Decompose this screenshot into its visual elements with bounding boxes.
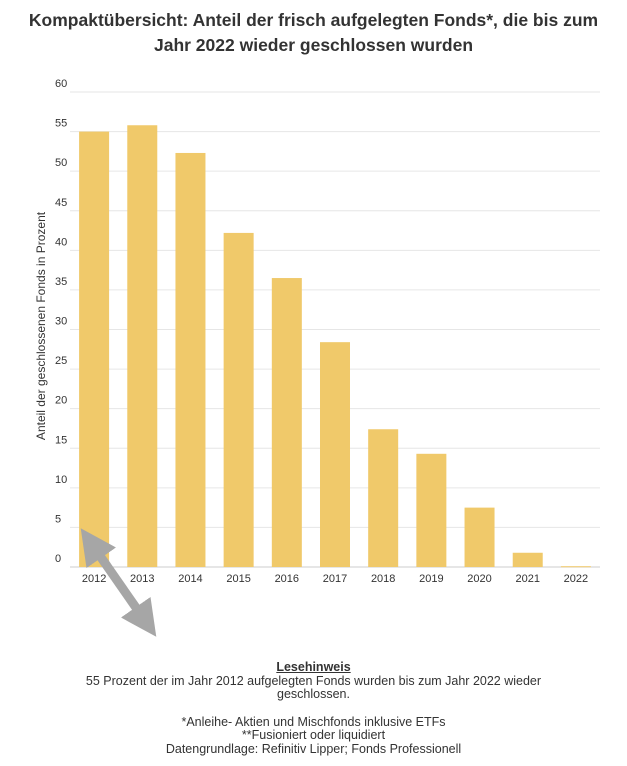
y-tick-label: 25 xyxy=(55,355,67,367)
chart-title: Kompaktübersicht: Anteil der frisch aufg… xyxy=(10,8,617,58)
y-tick-label: 40 xyxy=(55,236,67,248)
x-tick-label: 2013 xyxy=(130,573,154,585)
x-tick-label: 2016 xyxy=(275,573,299,585)
notes-footnote-1: *Anleihe- Aktien und Mischfonds inklusiv… xyxy=(181,714,446,729)
bar-2021 xyxy=(512,552,543,567)
y-tick-label: 20 xyxy=(55,395,67,407)
y-tick-label: 35 xyxy=(55,276,67,288)
notes-line-1: 55 Prozent der im Jahr 2012 aufgelegten … xyxy=(85,673,542,688)
x-tick-label: 2018 xyxy=(371,573,395,585)
x-tick-label: 2020 xyxy=(467,573,491,585)
y-tick-label: 60 xyxy=(55,78,67,90)
y-tick-label: 0 xyxy=(55,553,61,565)
reading-hint-arrow xyxy=(80,528,157,637)
bars xyxy=(79,125,591,568)
notes-line-2: geschlossen. xyxy=(277,687,350,701)
y-tick-label: 5 xyxy=(55,513,61,525)
bar-2013 xyxy=(127,125,158,567)
notes-heading: Lesehinweis xyxy=(276,660,351,674)
bar-2022 xyxy=(560,566,591,568)
x-tick-label: 2012 xyxy=(82,573,106,585)
bar-2016 xyxy=(271,278,302,567)
notes-footnote-2: **Fusioniert oder liquidiert xyxy=(241,728,386,742)
y-tick-label: 55 xyxy=(55,118,67,130)
bar-2019 xyxy=(416,453,447,567)
y-tick-label: 10 xyxy=(55,474,67,486)
x-tick-label: 2021 xyxy=(515,573,539,585)
bar-2015 xyxy=(223,232,254,567)
notes-source: Datengrundlage: Refinitiv Lipper; Fonds … xyxy=(165,741,462,756)
y-tick-label: 50 xyxy=(55,157,67,169)
gridlines xyxy=(70,91,600,568)
bar-2020 xyxy=(464,507,495,567)
y-tick-labels: 0 5 10 15 20 25 30 35 40 45 50 55 60 xyxy=(55,78,67,565)
x-tick-label: 2014 xyxy=(178,573,202,585)
bar-2017 xyxy=(320,342,350,567)
chart-title-line-1: Kompaktübersicht: Anteil der frisch aufg… xyxy=(28,10,599,30)
bar-2014 xyxy=(175,152,206,568)
x-tick-labels: 2012 2013 2014 2015 2016 2017 2018 2019 2020 2021… xyxy=(82,573,588,585)
x-tick-label: 2022 xyxy=(564,573,588,585)
bar-2018 xyxy=(368,429,399,567)
y-tick-label: 15 xyxy=(55,434,67,446)
x-tick-label: 2019 xyxy=(419,573,443,585)
y-tick-label: 30 xyxy=(55,316,67,328)
y-axis-label: Anteil der geschlossenen Fonds in Prozen… xyxy=(34,211,48,440)
x-tick-label: 2017 xyxy=(323,573,347,585)
bar-2012 xyxy=(79,131,110,568)
reading-notes: Lesehinweis 55 Prozent der im Jahr 2012 … xyxy=(60,660,567,756)
x-tick-label: 2015 xyxy=(226,573,250,585)
y-tick-label: 45 xyxy=(55,197,67,209)
chart-title-line-2: Jahr 2022 wieder geschlossen wurden xyxy=(153,35,474,55)
